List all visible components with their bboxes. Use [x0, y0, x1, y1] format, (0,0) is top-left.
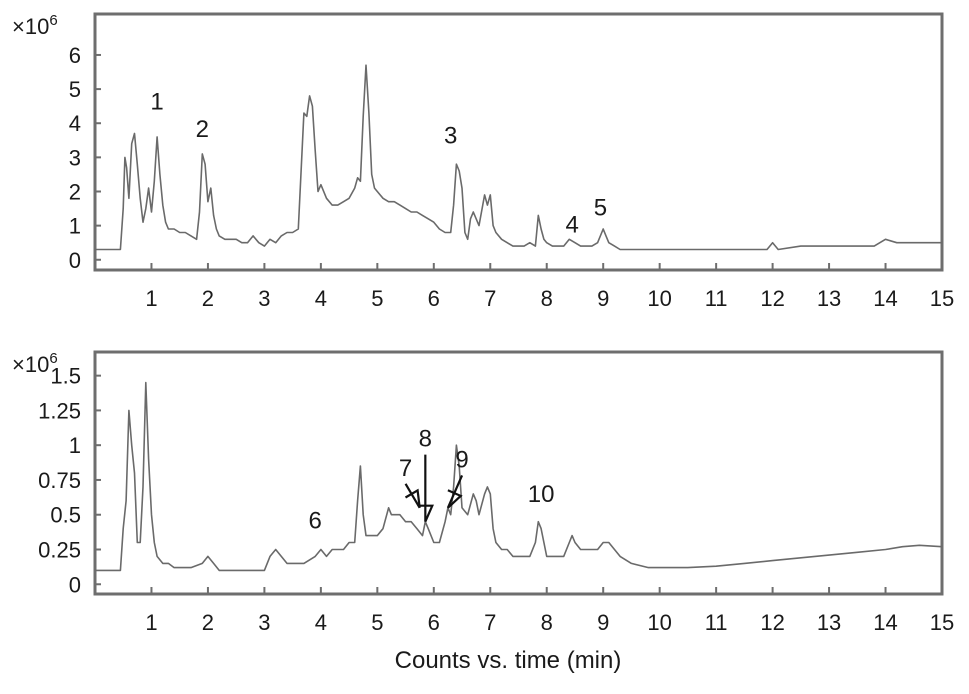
x-tick-label: 13 — [817, 286, 841, 311]
chromatogram-trace — [95, 381, 943, 572]
x-tick-label: 12 — [760, 286, 784, 311]
x-tick-label: 4 — [315, 286, 327, 311]
peak-arrowhead — [447, 489, 463, 509]
y-tick-label: 6 — [69, 43, 81, 68]
peak-label: 8 — [419, 426, 432, 453]
x-tick-label: 8 — [541, 610, 553, 635]
plot-frame — [93, 350, 944, 596]
x-tick-label: 10 — [647, 610, 671, 635]
x-tick-label: 5 — [371, 610, 383, 635]
x-tick-label: 6 — [428, 286, 440, 311]
x-tick-label: 15 — [930, 286, 954, 311]
x-tick-label: 4 — [315, 610, 327, 635]
peak-arrowhead — [404, 488, 421, 508]
x-tick-label: 3 — [258, 286, 270, 311]
peak-label: 10 — [528, 481, 555, 508]
x-tick-label: 8 — [541, 286, 553, 311]
y-tick-label: 0.5 — [50, 503, 81, 528]
peak-arrow — [446, 474, 464, 509]
peak-label: 6 — [309, 508, 322, 535]
x-tick-label: 13 — [817, 610, 841, 635]
x-tick-label: 1 — [145, 610, 157, 635]
x-axis-label: Counts vs. time (min) — [395, 647, 622, 674]
x-tick-label: 7 — [484, 286, 496, 311]
y-multiplier-label: ×106 — [12, 12, 58, 39]
y-tick-label: 5 — [69, 77, 81, 102]
x-tick-label: 3 — [258, 610, 270, 635]
chromatogram-trace — [95, 64, 942, 251]
y-tick-label: 1.25 — [38, 398, 81, 423]
y-tick-label: 1 — [69, 433, 81, 458]
peak-label: 4 — [565, 211, 578, 238]
x-tick-label: 2 — [202, 610, 214, 635]
peak-label: 2 — [196, 116, 209, 143]
y-tick-label: 0 — [69, 572, 81, 597]
x-tick-label: 11 — [705, 610, 728, 635]
x-tick-label: 10 — [647, 286, 671, 311]
peak-label: 9 — [455, 446, 468, 473]
x-tick-label: 6 — [428, 610, 440, 635]
y-tick-label: 0.25 — [38, 537, 81, 562]
y-tick-label: 0 — [69, 248, 81, 273]
peak-label: 5 — [594, 194, 607, 221]
x-tick-label: 9 — [597, 286, 609, 311]
peak-label: 3 — [444, 123, 457, 150]
y-tick-label: 4 — [69, 111, 81, 136]
x-tick-label: 12 — [760, 610, 784, 635]
plot-frame — [93, 12, 944, 272]
x-tick-label: 14 — [873, 610, 897, 635]
x-tick-label: 1 — [145, 286, 157, 311]
peak-arrowhead — [418, 504, 434, 523]
peak-label: 1 — [150, 89, 163, 116]
y-tick-label: 1.5 — [50, 364, 81, 389]
peak-label: 7 — [399, 455, 412, 482]
x-tick-label: 7 — [484, 610, 496, 635]
x-tick-label: 15 — [930, 610, 954, 635]
x-tick-label: 14 — [873, 286, 897, 311]
x-tick-label: 2 — [202, 286, 214, 311]
x-tick-label: 11 — [705, 286, 728, 311]
x-tick-label: 5 — [371, 286, 383, 311]
y-tick-label: 0.75 — [38, 468, 81, 493]
y-tick-label: 1 — [69, 214, 81, 239]
y-tick-label: 3 — [69, 145, 81, 170]
peak-arrow — [404, 483, 421, 509]
x-tick-label: 9 — [597, 610, 609, 635]
y-tick-label: 2 — [69, 179, 81, 204]
